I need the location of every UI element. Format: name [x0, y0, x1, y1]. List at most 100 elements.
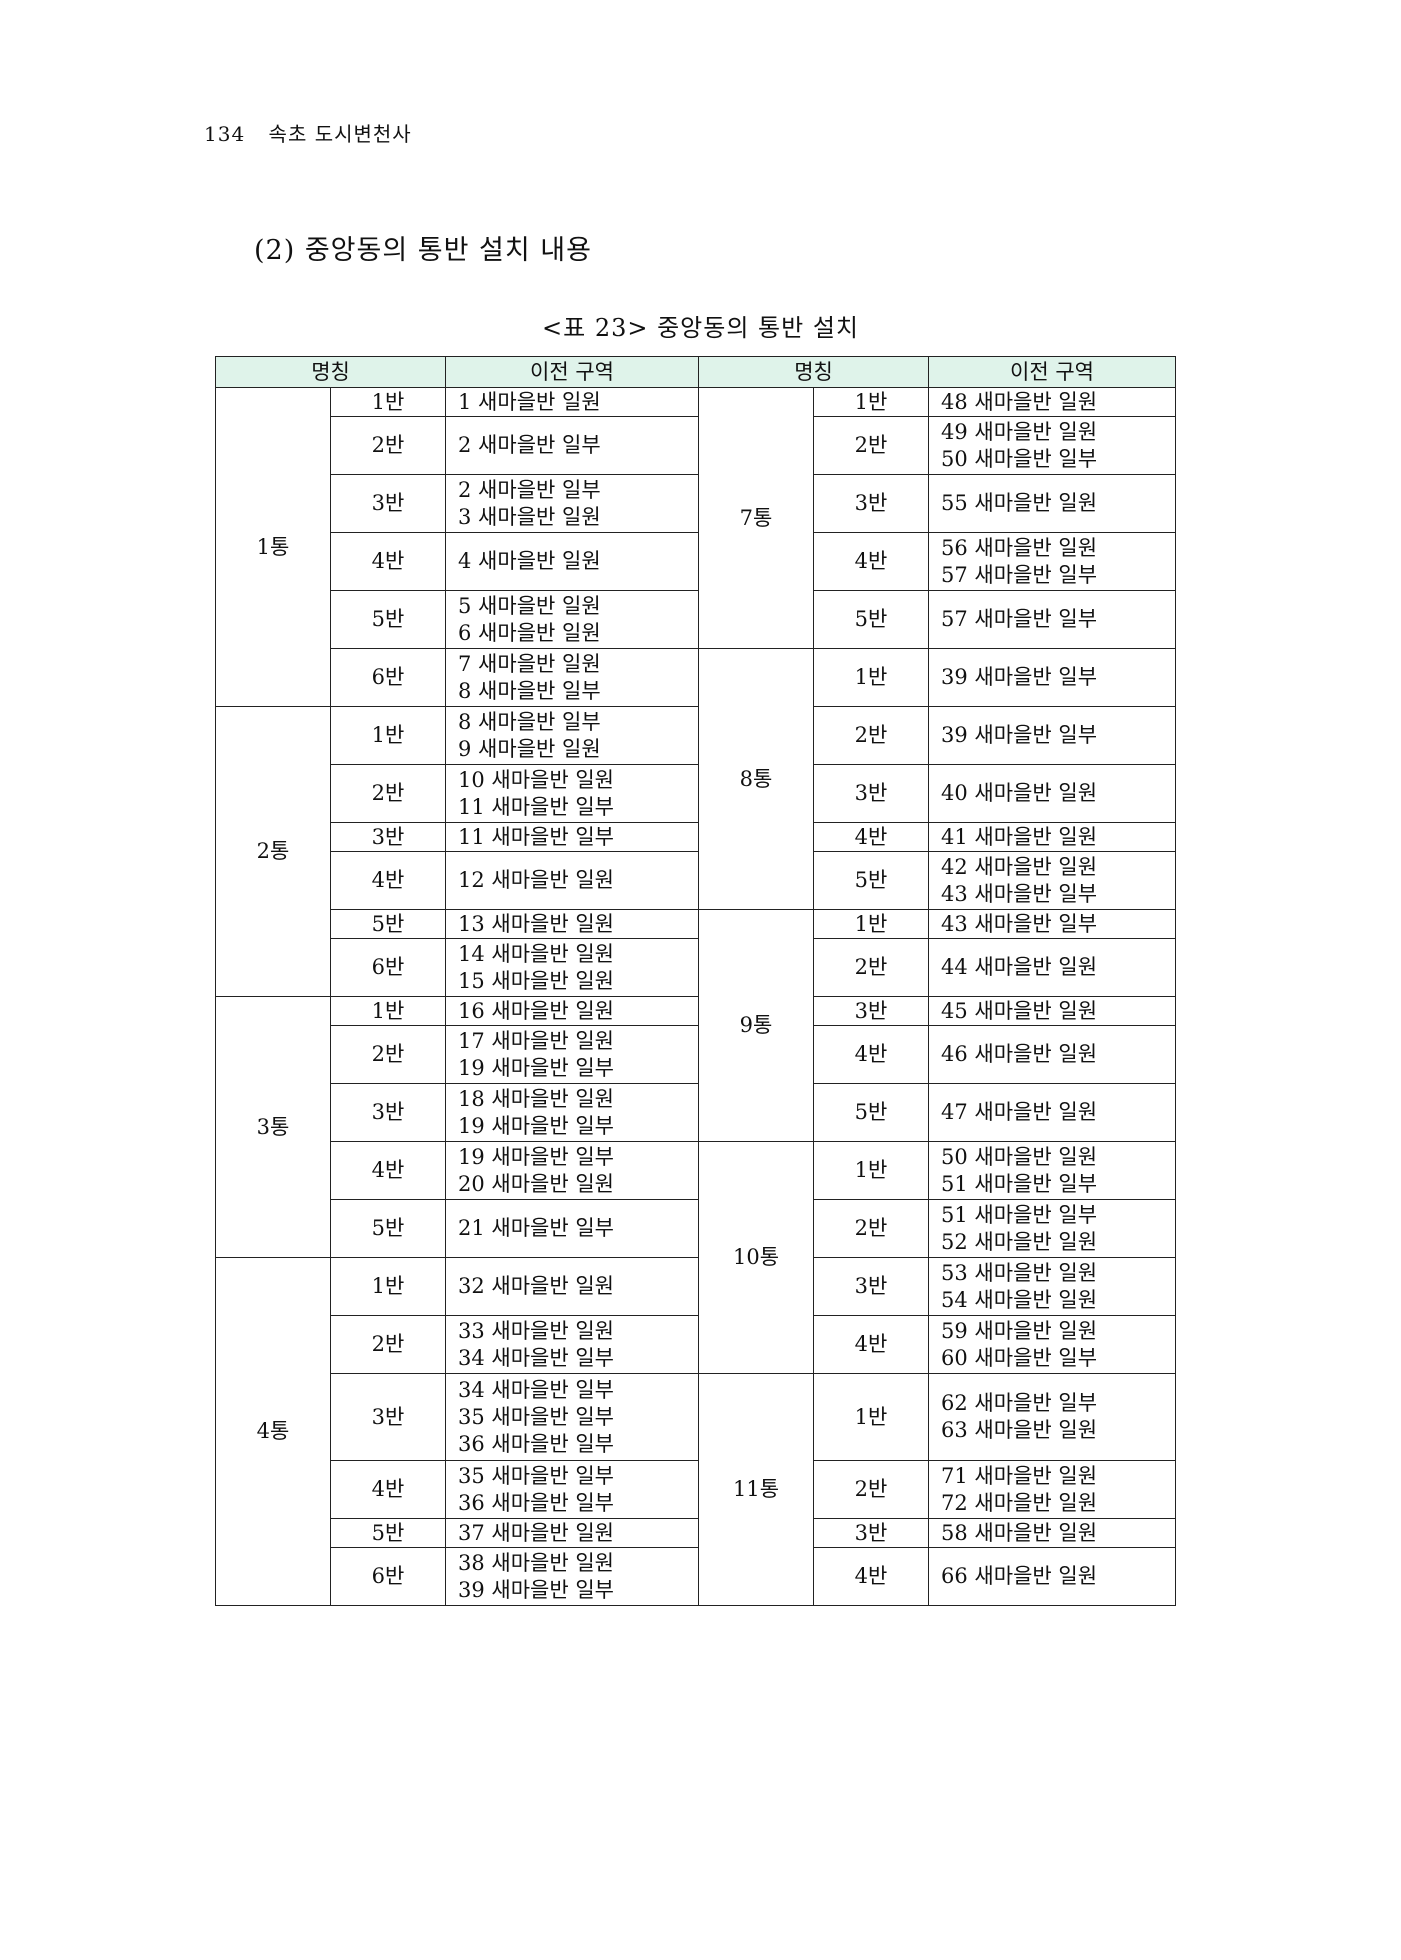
tong-cell: 10통 — [698, 1141, 815, 1374]
area-cell: 17 새마을반 일원 19 새마을반 일부 — [445, 1025, 700, 1084]
book-title: 속초 도시변천사 — [268, 122, 412, 146]
ban-cell: 1반 — [329, 1257, 447, 1316]
table-row: 2반 33 새마을반 일원 34 새마을반 일부 4반 59 새마을반 일원 60 새마을… — [216, 1315, 1177, 1374]
table-row: 4반 35 새마을반 일부 36 새마을반 일부 2반 71 새마을반 일원 72 새마을… — [216, 1460, 1177, 1519]
table-row: 4반 12 새마을반 일원 5반 42 새마을반 일원 43 새마을반 일부 — [216, 851, 1177, 910]
area-line: 48 새마을반 일원 — [941, 389, 1098, 414]
page-header: 134 속초 도시변천사 — [204, 118, 412, 147]
area-line: 50 새마을반 일부 — [941, 446, 1098, 471]
header-name-left: 명칭 — [214, 356, 447, 388]
area-cell: 50 새마을반 일원 51 새마을반 일부 — [928, 1141, 1177, 1200]
area-line: 57 새마을반 일부 — [941, 607, 1098, 631]
area-cell: 48 새마을반 일원 — [928, 387, 1177, 417]
ban-cell: 1반 — [813, 1141, 930, 1200]
area-line: 58 새마을반 일원 — [941, 1520, 1098, 1545]
area-cell: 71 새마을반 일원 72 새마을반 일원 — [928, 1460, 1177, 1519]
area-cell: 42 새마을반 일원 43 새마을반 일부 — [928, 851, 1177, 910]
ban-cell: 3반 — [813, 764, 930, 823]
area-line: 55 새마을반 일원 — [941, 491, 1098, 515]
area-line: 8 새마을반 일부 — [458, 678, 601, 703]
area-cell: 14 새마을반 일원 15 새마을반 일원 — [445, 938, 700, 997]
area-line: 35 새마을반 일부 — [458, 1463, 615, 1488]
area-line: 13 새마을반 일원 — [458, 911, 615, 936]
area-cell: 51 새마을반 일부 52 새마을반 일원 — [928, 1199, 1177, 1258]
table-row: 5반 21 새마을반 일부 2반 51 새마을반 일부 52 새마을반 일원 — [216, 1199, 1177, 1258]
area-line: 39 새마을반 일부 — [941, 665, 1098, 689]
ban-cell: 5반 — [813, 590, 930, 649]
table-row: 5반 13 새마을반 일원 9통 1반 43 새마을반 일부 — [216, 909, 1177, 1142]
tong-cell: 7통 — [698, 387, 815, 649]
ban-cell: 1반 — [329, 706, 447, 765]
ban-cell: 2반 — [813, 1199, 930, 1258]
ban-cell: 6반 — [329, 648, 447, 707]
tong-cell: 4통 — [215, 1257, 331, 1606]
ban-cell: 3반 — [329, 474, 447, 533]
table-row: 3통 1반 16 새마을반 일원 3반 45 새마을반 일원 — [215, 996, 1177, 1258]
area-line: 40 새마을반 일원 — [941, 781, 1098, 805]
area-line: 9 새마을반 일원 — [458, 736, 601, 761]
ban-cell: 4반 — [813, 532, 930, 591]
ban-cell: 2반 — [813, 706, 930, 765]
area-line: 71 새마을반 일원 — [941, 1463, 1098, 1488]
ban-cell: 2반 — [813, 416, 930, 475]
ban-cell: 3반 — [329, 1083, 447, 1142]
area-cell: 59 새마을반 일원 60 새마을반 일부 — [928, 1315, 1177, 1374]
area-line: 57 새마을반 일부 — [941, 562, 1098, 587]
area-line: 4 새마을반 일원 — [458, 549, 601, 573]
ban-cell: 3반 — [329, 822, 447, 852]
area-cell: 12 새마을반 일원 — [445, 851, 700, 910]
area-line: 7 새마을반 일원 — [458, 651, 601, 676]
area-cell: 44 새마을반 일원 — [928, 938, 1177, 997]
area-cell: 66 새마을반 일원 — [928, 1547, 1177, 1606]
area-line: 21 새마을반 일부 — [458, 1216, 615, 1240]
area-cell: 7 새마을반 일원 8 새마을반 일부 — [445, 648, 700, 707]
area-line: 17 새마을반 일원 — [458, 1028, 615, 1053]
area-line: 10 새마을반 일원 — [458, 767, 615, 792]
area-cell: 55 새마을반 일원 — [928, 474, 1177, 533]
ban-cell: 1반 — [813, 648, 930, 707]
area-cell: 58 새마을반 일원 — [928, 1518, 1177, 1548]
ban-cell: 4반 — [813, 822, 930, 852]
area-line: 43 새마을반 일부 — [941, 881, 1098, 906]
area-line: 5 새마을반 일원 — [458, 593, 601, 618]
area-line: 49 새마을반 일원 — [941, 419, 1098, 444]
table-row: 2통 1반 8 새마을반 일부 9 새마을반 일원 2반 39 새마을반 일부 — [215, 706, 1177, 997]
area-cell: 4 새마을반 일원 — [445, 532, 700, 591]
area-line: 36 새마을반 일부 — [458, 1490, 615, 1515]
area-line: 19 새마을반 일부 — [458, 1144, 615, 1169]
ban-cell: 5반 — [813, 1083, 930, 1142]
ban-cell: 2반 — [329, 1025, 447, 1084]
area-line: 11 새마을반 일부 — [458, 824, 615, 849]
area-cell: 10 새마을반 일원 11 새마을반 일부 — [445, 764, 700, 823]
table-row: 6반 14 새마을반 일원 15 새마을반 일원 2반 44 새마을반 일원 — [216, 938, 1177, 997]
area-line: 47 새마을반 일원 — [941, 1100, 1098, 1124]
tong-ban-table: 명칭 이전 구역 명칭 이전 구역 1통 1반 1 새마을반 일원 7통 1반 48 새마… — [214, 356, 1177, 1606]
table-row: 4반 4 새마을반 일원 4반 56 새마을반 일원 57 새마을반 일부 — [216, 532, 1177, 591]
table-row: 1통 1반 1 새마을반 일원 7통 1반 48 새마을반 일원 — [215, 387, 1177, 707]
ban-cell: 2반 — [329, 764, 447, 823]
area-line: 11 새마을반 일부 — [458, 794, 615, 819]
area-line: 72 새마을반 일원 — [941, 1490, 1098, 1515]
area-cell: 38 새마을반 일원 39 새마을반 일부 — [445, 1547, 700, 1606]
area-line: 6 새마을반 일원 — [458, 620, 601, 645]
area-line: 2 새마을반 일부 — [458, 433, 601, 457]
tong-cell: 9통 — [698, 909, 815, 1142]
area-cell: 35 새마을반 일부 36 새마을반 일부 — [445, 1460, 700, 1519]
ban-cell: 1반 — [813, 1373, 930, 1461]
header-name-right: 명칭 — [698, 356, 930, 388]
tong-cell: 1통 — [215, 387, 331, 707]
area-cell: 46 새마을반 일원 — [928, 1025, 1177, 1084]
area-line: 51 새마을반 일부 — [941, 1171, 1098, 1196]
area-cell: 5 새마을반 일원 6 새마을반 일원 — [445, 590, 700, 649]
ban-cell: 1반 — [329, 387, 447, 417]
area-line: 8 새마을반 일부 — [458, 709, 601, 734]
area-line: 3 새마을반 일원 — [458, 504, 601, 529]
area-line: 36 새마을반 일부 — [458, 1431, 615, 1456]
ban-cell: 5반 — [329, 590, 447, 649]
area-line: 42 새마을반 일원 — [941, 854, 1098, 879]
area-line: 18 새마을반 일원 — [458, 1086, 615, 1111]
area-cell: 41 새마을반 일원 — [928, 822, 1177, 852]
area-cell: 34 새마을반 일부 35 새마을반 일부 36 새마을반 일부 — [445, 1373, 700, 1461]
area-cell: 32 새마을반 일원 — [445, 1257, 700, 1316]
ban-cell: 4반 — [329, 532, 447, 591]
